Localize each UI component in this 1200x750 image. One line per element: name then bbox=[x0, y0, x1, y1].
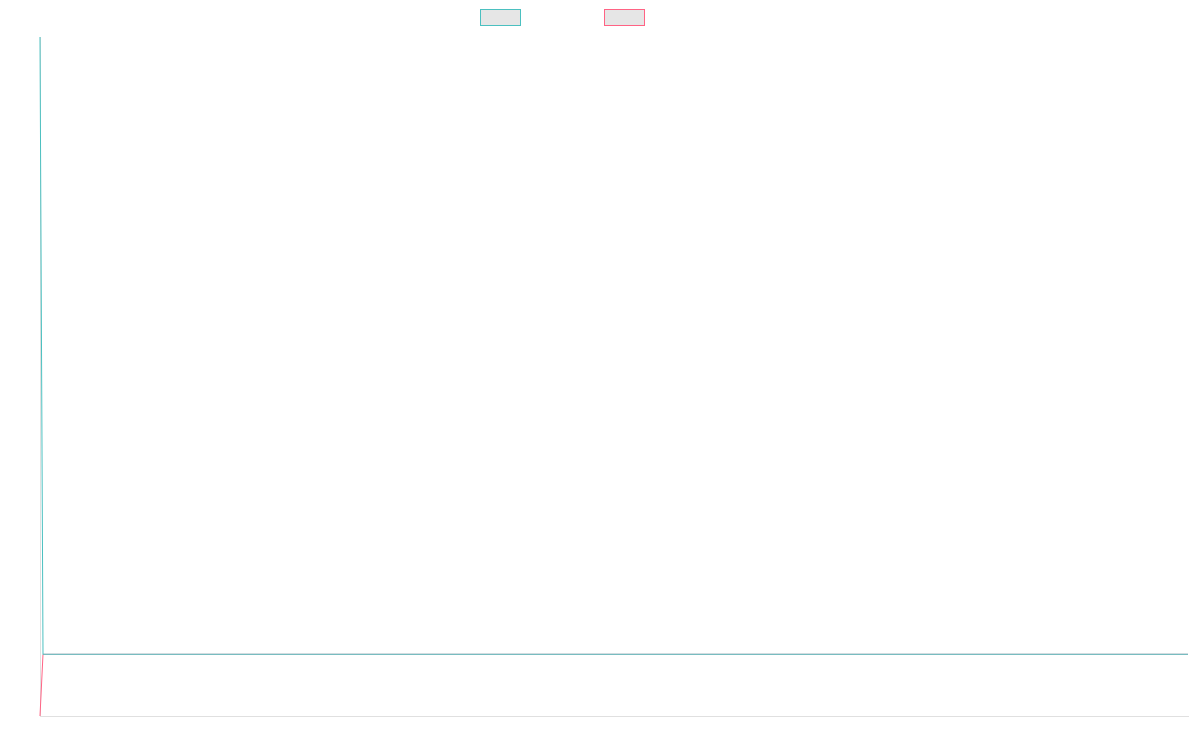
series-group bbox=[39, 36, 1188, 717]
series-line-1 bbox=[39, 36, 1188, 655]
legend-swatch-1[interactable] bbox=[480, 9, 521, 26]
legend bbox=[480, 9, 645, 26]
legend-swatch-2[interactable] bbox=[604, 9, 645, 26]
series-line-2 bbox=[39, 653, 1188, 717]
